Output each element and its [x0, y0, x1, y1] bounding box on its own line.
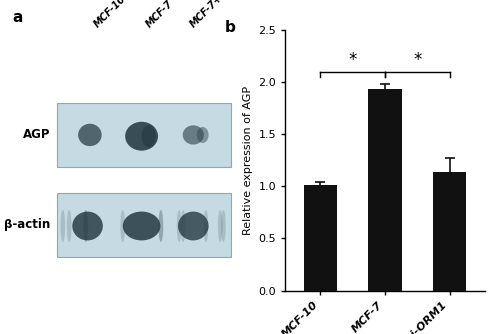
Text: MCF-7: MCF-7: [144, 0, 175, 30]
Text: β-actin: β-actin: [4, 218, 50, 231]
Ellipse shape: [78, 124, 102, 146]
Ellipse shape: [177, 210, 182, 242]
Ellipse shape: [218, 210, 222, 242]
Ellipse shape: [221, 210, 226, 242]
Ellipse shape: [67, 210, 71, 242]
Text: a: a: [12, 10, 22, 25]
Ellipse shape: [182, 125, 204, 145]
Bar: [368, 90, 402, 291]
Text: MCF-10: MCF-10: [92, 0, 128, 30]
Ellipse shape: [84, 210, 88, 242]
Ellipse shape: [158, 210, 163, 242]
Bar: [57, 103, 231, 167]
Ellipse shape: [123, 211, 160, 240]
Text: AGP: AGP: [22, 129, 50, 141]
Ellipse shape: [158, 210, 164, 242]
Text: *: *: [348, 51, 357, 68]
Ellipse shape: [84, 210, 88, 242]
Ellipse shape: [125, 122, 158, 151]
Ellipse shape: [72, 211, 103, 240]
Text: b: b: [225, 20, 236, 35]
Ellipse shape: [120, 210, 125, 242]
Ellipse shape: [142, 125, 156, 147]
Bar: [432, 172, 466, 291]
Ellipse shape: [181, 210, 186, 242]
Ellipse shape: [178, 211, 208, 240]
Ellipse shape: [204, 210, 208, 242]
Ellipse shape: [197, 127, 208, 143]
Bar: [57, 193, 231, 257]
Bar: [304, 185, 338, 291]
Text: *: *: [413, 51, 422, 68]
Ellipse shape: [60, 210, 65, 242]
Y-axis label: Relative expression of AGP: Relative expression of AGP: [242, 86, 252, 235]
Text: MCF-7+si-ORM1: MCF-7+si-ORM1: [188, 0, 258, 30]
